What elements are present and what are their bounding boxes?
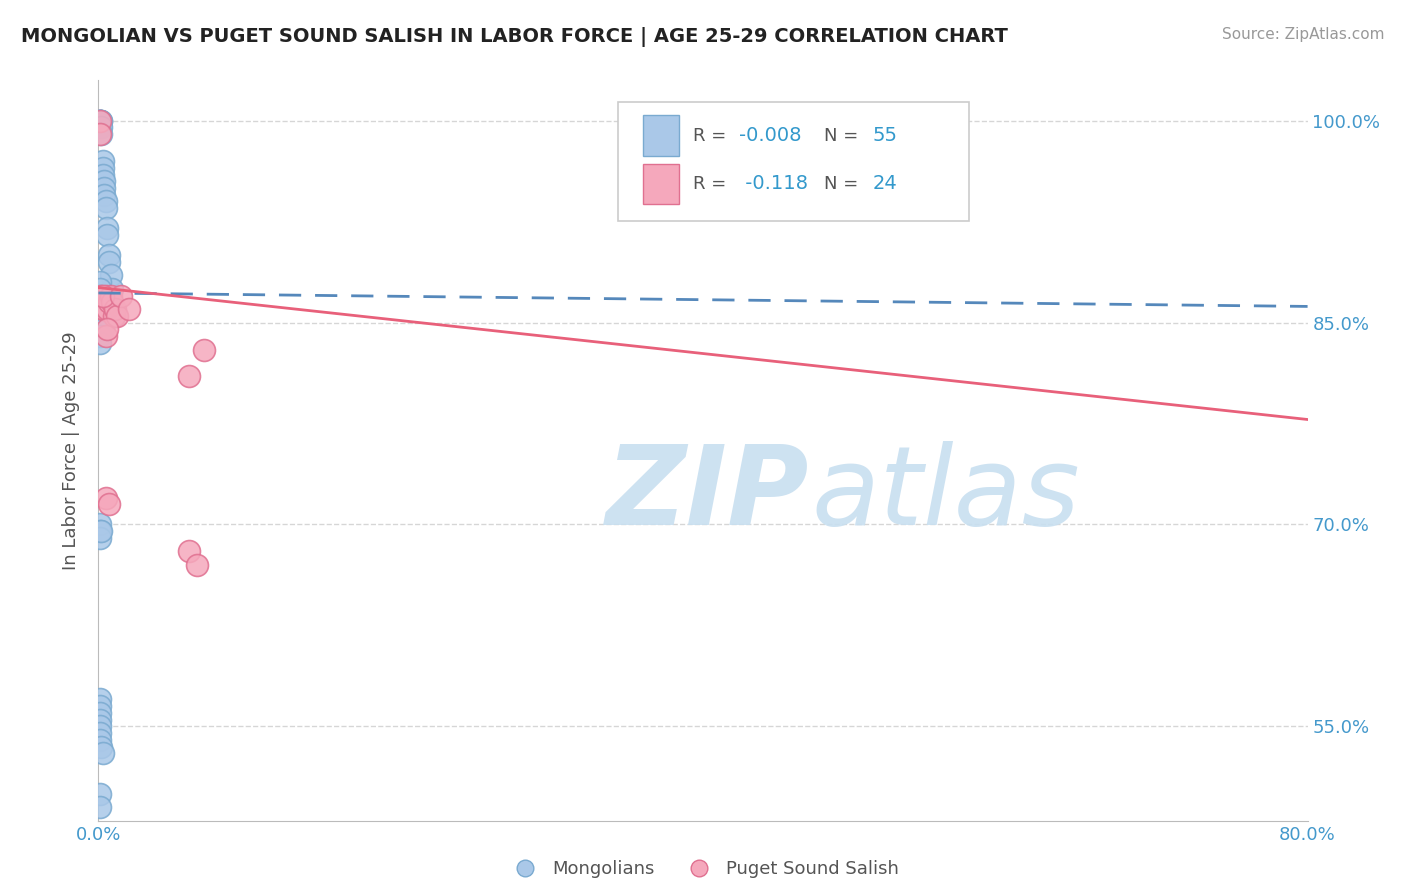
Point — [89, 699, 111, 714]
Text: Source: ZipAtlas.com: Source: ZipAtlas.com — [1222, 27, 1385, 42]
Point — [94, 201, 117, 215]
Bar — [643, 163, 679, 204]
Point — [98, 497, 121, 511]
Point — [101, 295, 124, 310]
Text: -0.118: -0.118 — [740, 175, 808, 194]
Text: 24: 24 — [872, 175, 897, 194]
Point — [89, 531, 111, 545]
Point — [89, 282, 111, 296]
Point — [89, 113, 111, 128]
Text: N =: N = — [824, 127, 863, 145]
Point — [103, 302, 125, 317]
Point — [91, 288, 114, 302]
Point — [90, 113, 112, 128]
Point — [186, 558, 208, 572]
Point — [193, 343, 215, 357]
Point — [96, 322, 118, 336]
Point — [93, 174, 115, 188]
Point — [91, 302, 114, 317]
Point — [96, 228, 118, 243]
Point — [91, 302, 114, 317]
Point — [105, 309, 128, 323]
Point — [91, 154, 114, 169]
Text: MONGOLIAN VS PUGET SOUND SALISH IN LABOR FORCE | AGE 25-29 CORRELATION CHART: MONGOLIAN VS PUGET SOUND SALISH IN LABOR… — [21, 27, 1008, 46]
Point — [179, 544, 201, 558]
Bar — [643, 115, 679, 156]
Y-axis label: In Labor Force | Age 25-29: In Labor Force | Age 25-29 — [62, 331, 80, 570]
Point — [94, 288, 117, 302]
Text: ZIP: ZIP — [606, 442, 810, 549]
Point — [89, 322, 111, 336]
Text: R =: R = — [693, 127, 733, 145]
Point — [98, 248, 121, 262]
Point — [89, 316, 111, 330]
Text: N =: N = — [824, 175, 863, 193]
Text: atlas: atlas — [811, 442, 1080, 549]
Point — [94, 491, 117, 505]
Point — [90, 739, 112, 754]
Point — [93, 302, 115, 317]
Point — [91, 168, 114, 182]
Point — [91, 161, 114, 175]
Point — [90, 524, 112, 539]
FancyBboxPatch shape — [619, 103, 969, 221]
Point — [89, 713, 111, 727]
Point — [94, 329, 117, 343]
Point — [179, 369, 201, 384]
Point — [89, 800, 111, 814]
Point — [96, 221, 118, 235]
Text: 55: 55 — [872, 127, 897, 145]
Point — [89, 288, 111, 302]
Text: -0.008: -0.008 — [740, 127, 801, 145]
Point — [96, 302, 118, 317]
Point — [89, 335, 111, 350]
Point — [89, 329, 111, 343]
Point — [100, 288, 122, 302]
Point — [89, 517, 111, 532]
Point — [93, 187, 115, 202]
Point — [89, 295, 111, 310]
Point — [118, 302, 141, 317]
Point — [89, 127, 111, 141]
Point — [91, 747, 114, 761]
Point — [98, 295, 121, 310]
Point — [89, 113, 111, 128]
Point — [90, 120, 112, 135]
Point — [89, 719, 111, 733]
Point — [89, 113, 111, 128]
Point — [90, 288, 112, 302]
Point — [94, 194, 117, 209]
Point — [89, 524, 111, 539]
Point — [98, 255, 121, 269]
Point — [93, 181, 115, 195]
Point — [89, 732, 111, 747]
Point — [89, 120, 111, 135]
Point — [100, 268, 122, 283]
Point — [104, 302, 127, 317]
Point — [103, 309, 125, 323]
Point — [89, 275, 111, 289]
Point — [89, 726, 111, 740]
Point — [103, 309, 125, 323]
Point — [89, 706, 111, 720]
Point — [90, 316, 112, 330]
Point — [89, 692, 111, 706]
Point — [91, 322, 114, 336]
Point — [89, 787, 111, 801]
Point — [90, 309, 112, 323]
Point — [110, 288, 132, 302]
Point — [101, 282, 124, 296]
Point — [90, 113, 112, 128]
Point — [89, 113, 111, 128]
Legend: Mongolians, Puget Sound Salish: Mongolians, Puget Sound Salish — [499, 854, 907, 886]
Point — [94, 309, 117, 323]
Point — [90, 127, 112, 141]
Point — [90, 302, 112, 317]
Point — [89, 113, 111, 128]
Point — [89, 113, 111, 128]
Text: R =: R = — [693, 175, 733, 193]
